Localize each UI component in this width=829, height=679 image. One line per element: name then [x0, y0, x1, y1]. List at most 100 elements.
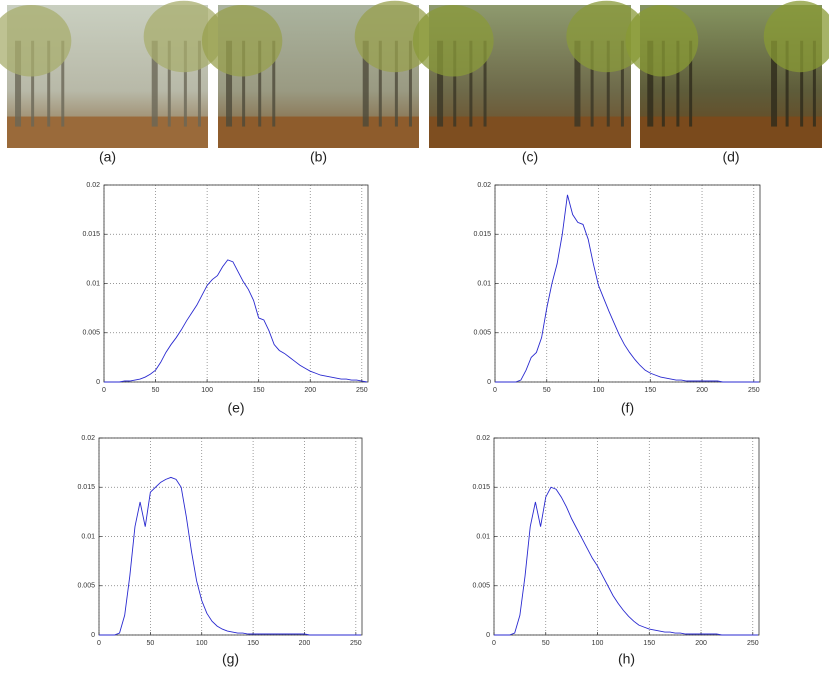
- trunk: [242, 40, 246, 127]
- y-tick-label: 0.01: [81, 533, 95, 540]
- x-tick-label: 50: [146, 640, 154, 647]
- photo: [625, 0, 829, 148]
- x-tick-label: 150: [247, 640, 259, 647]
- trunk: [394, 40, 398, 127]
- plot-frame: [103, 184, 369, 383]
- trunk: [183, 40, 187, 127]
- image-label: (d): [722, 149, 739, 165]
- trunk: [590, 40, 594, 127]
- trunk: [606, 40, 610, 127]
- x-tick-label: 150: [644, 387, 656, 394]
- x-tick-label: 150: [253, 387, 265, 394]
- ground: [218, 116, 419, 148]
- ground: [7, 116, 208, 148]
- chart-label: (g): [222, 651, 239, 667]
- foliage: [143, 0, 225, 73]
- trunk: [47, 40, 51, 127]
- y-tick-label: 0.015: [472, 484, 490, 491]
- plot-frame: [98, 437, 363, 636]
- foliage: [566, 0, 648, 73]
- trunk: [437, 40, 444, 127]
- trunk: [785, 40, 789, 127]
- photo: [0, 0, 225, 148]
- y-tick-label: 0: [96, 379, 100, 386]
- x-tick-label: 0: [97, 640, 101, 647]
- trunk: [167, 40, 171, 127]
- trunk: [800, 40, 804, 127]
- x-tick-label: 0: [493, 387, 497, 394]
- trunk: [362, 40, 369, 127]
- x-tick-label: 200: [696, 387, 708, 394]
- foliage: [201, 5, 283, 77]
- y-tick-label: 0: [487, 379, 491, 386]
- x-tick-label: 50: [542, 640, 550, 647]
- x-tick-label: 200: [695, 640, 707, 647]
- trunk: [453, 40, 457, 127]
- trunk: [15, 40, 22, 127]
- y-tick-label: 0.015: [82, 231, 100, 238]
- y-tick-label: 0.005: [77, 583, 95, 590]
- trunk: [408, 40, 412, 127]
- x-tick-label: 50: [152, 387, 160, 394]
- x-tick-label: 250: [747, 640, 759, 647]
- chart-label: (h): [618, 651, 635, 667]
- x-tick-label: 100: [593, 387, 605, 394]
- x-tick-label: 0: [102, 387, 106, 394]
- y-tick-label: 0: [486, 632, 490, 639]
- x-tick-label: 100: [592, 640, 604, 647]
- histogram-line: [99, 476, 361, 636]
- image-label: (a): [99, 149, 116, 165]
- chart-label: (f): [621, 400, 634, 416]
- y-tick-label: 0.005: [473, 330, 491, 337]
- trunk: [258, 40, 262, 127]
- x-tick-label: 250: [356, 387, 368, 394]
- y-tick-label: 0.015: [473, 231, 491, 238]
- ground: [640, 116, 822, 148]
- trunk: [272, 40, 276, 127]
- trunk: [689, 40, 693, 127]
- trunk: [647, 40, 654, 127]
- trunk: [676, 40, 680, 127]
- x-tick-label: 200: [299, 640, 311, 647]
- x-tick-label: 150: [643, 640, 655, 647]
- trunk: [812, 40, 816, 127]
- x-tick-label: 0: [492, 640, 496, 647]
- trunk: [661, 40, 665, 127]
- histogram-line: [495, 194, 759, 383]
- y-tick-label: 0.01: [86, 280, 100, 287]
- trunk: [197, 40, 201, 127]
- foliage: [412, 5, 494, 77]
- x-tick-label: 100: [196, 640, 208, 647]
- foliage: [0, 5, 72, 77]
- y-tick-label: 0.02: [81, 435, 95, 442]
- chart-label: (e): [227, 400, 244, 416]
- trunk: [771, 40, 778, 127]
- y-tick-label: 0.005: [82, 330, 100, 337]
- y-tick-label: 0: [91, 632, 95, 639]
- plot-frame: [494, 184, 761, 383]
- trunk: [226, 40, 233, 127]
- x-tick-label: 100: [201, 387, 213, 394]
- ground: [429, 116, 631, 148]
- histogram-line: [104, 259, 368, 383]
- foliage: [763, 0, 829, 73]
- image-label: (b): [310, 149, 327, 165]
- trunk: [469, 40, 473, 127]
- y-tick-label: 0.015: [77, 484, 95, 491]
- x-tick-label: 250: [350, 640, 362, 647]
- y-tick-label: 0.02: [476, 435, 490, 442]
- x-tick-label: 250: [748, 387, 760, 394]
- trunk: [61, 40, 65, 127]
- foliage: [625, 5, 699, 77]
- trunk: [620, 40, 624, 127]
- trunk: [574, 40, 581, 127]
- plot-frame: [493, 437, 760, 636]
- y-tick-label: 0.01: [477, 280, 491, 287]
- y-tick-label: 0.02: [86, 182, 100, 189]
- x-tick-label: 200: [304, 387, 316, 394]
- histogram-line: [494, 486, 758, 636]
- trunk: [483, 40, 487, 127]
- trunk: [378, 40, 382, 127]
